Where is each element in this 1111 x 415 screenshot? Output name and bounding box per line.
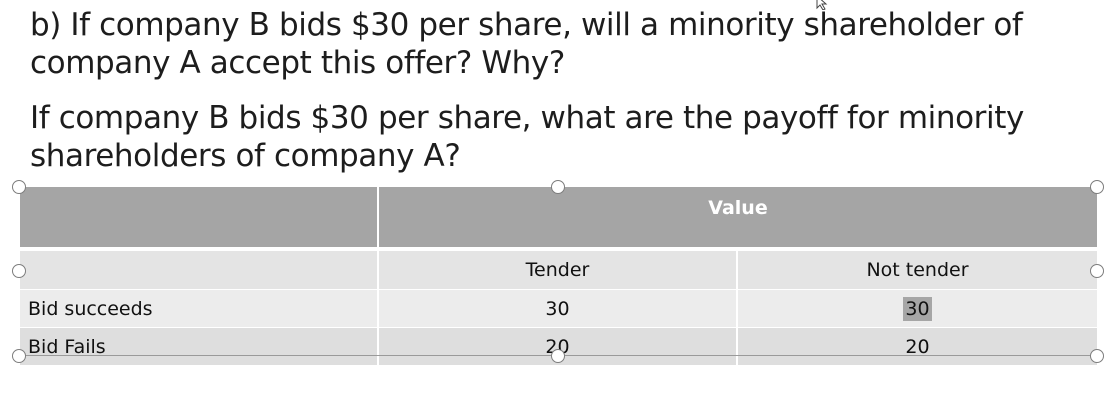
selected-text-highlight[interactable]: 30: [903, 296, 932, 321]
col-header-not-tender[interactable]: Not tender: [737, 249, 1098, 290]
payoff-table-frame[interactable]: Value Tender Not tender Bid succeeds 30 …: [20, 187, 1098, 366]
resize-handle-bottom-left[interactable]: [12, 349, 26, 363]
header-value-cell[interactable]: Value: [378, 187, 1098, 251]
resize-handle-top-left[interactable]: [12, 180, 26, 194]
table-header-row: Value: [20, 187, 1098, 251]
resize-handle-top-right[interactable]: [1090, 180, 1104, 194]
row-label-bid-fails[interactable]: Bid Fails: [20, 327, 379, 366]
resize-handle-bottom-right[interactable]: [1090, 349, 1104, 363]
resize-handle-middle-left[interactable]: [12, 264, 26, 278]
question-b-text: b) If company B bids $30 per share, will…: [30, 7, 1023, 81]
cell-fails-not-tender[interactable]: 20: [737, 327, 1098, 366]
resize-handle-bottom-center[interactable]: [551, 349, 565, 363]
table-row: Bid succeeds 30 30: [20, 289, 1098, 328]
col-header-tender[interactable]: Tender: [378, 249, 738, 290]
subheader-blank-cell[interactable]: [20, 249, 379, 290]
resize-handle-middle-right[interactable]: [1090, 264, 1104, 278]
cell-succeeds-not-tender[interactable]: 30: [737, 289, 1098, 328]
row-label-bid-succeeds[interactable]: Bid succeeds: [20, 289, 379, 328]
resize-handle-top-center[interactable]: [551, 180, 565, 194]
cell-succeeds-tender[interactable]: 30: [378, 289, 738, 328]
header-blank-cell[interactable]: [20, 187, 379, 251]
table-subheader-row: Tender Not tender: [20, 249, 1098, 290]
payoff-table[interactable]: Value Tender Not tender Bid succeeds 30 …: [20, 187, 1098, 366]
mouse-pointer-icon: [816, 0, 828, 10]
question-payoff-text: If company B bids $30 per share, what ar…: [30, 100, 1024, 174]
